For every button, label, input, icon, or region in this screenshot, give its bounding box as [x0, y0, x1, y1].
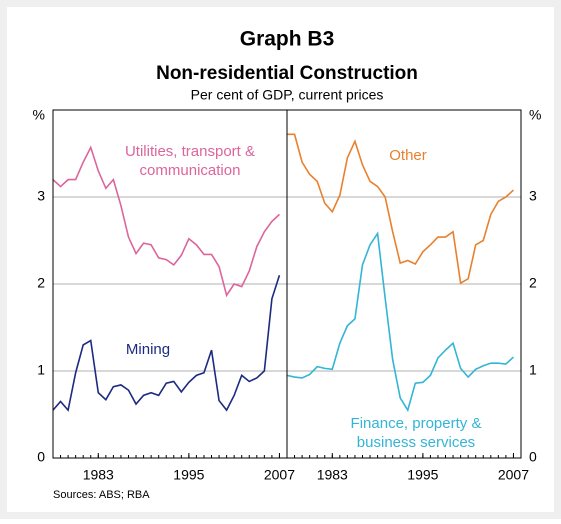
- y-tick-label: 1: [37, 362, 45, 378]
- line-series: [286, 231, 514, 413]
- line-series: [287, 133, 514, 285]
- y-tick-label: 0: [529, 449, 537, 465]
- y-unit-label: %: [33, 107, 45, 123]
- x-tick-label: 1983: [83, 467, 114, 483]
- y-tick-label: 0: [37, 449, 45, 465]
- x-tick-label: 1983: [317, 467, 348, 483]
- series-label: Utilities, transport &: [125, 143, 255, 160]
- line-series: [52, 145, 280, 298]
- x-tick-label: 2007: [498, 467, 529, 483]
- y-tick-label: 3: [37, 188, 45, 204]
- series-label: Mining: [126, 341, 170, 358]
- line-series: [52, 275, 281, 412]
- y-tick-label: 2: [529, 275, 537, 291]
- series-label: Other: [389, 147, 427, 164]
- panel-background: [7, 7, 554, 512]
- y-tick-label: 2: [37, 275, 45, 291]
- chart-title: Graph B3: [240, 28, 335, 51]
- x-tick-label: 1995: [173, 467, 204, 483]
- series-label: Finance, property &: [351, 415, 482, 432]
- x-tick-label: 1995: [407, 467, 438, 483]
- series-label: communication: [140, 162, 241, 179]
- x-tick-label: 2007: [264, 467, 295, 483]
- chart-note: Per cent of GDP, current prices: [191, 87, 384, 103]
- y-unit-label: %: [529, 107, 541, 123]
- chart-subtitle: Non-residential Construction: [156, 63, 418, 84]
- y-tick-label: 1: [529, 362, 537, 378]
- y-tick-label: 3: [529, 188, 537, 204]
- series-label: business services: [357, 434, 475, 451]
- source: Sources: ABS; RBA: [53, 489, 150, 501]
